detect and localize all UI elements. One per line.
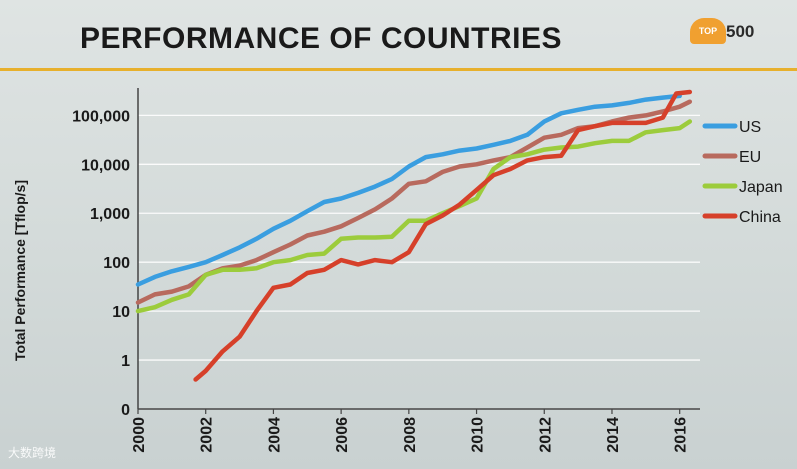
x-tick-label: 2002 — [199, 417, 216, 453]
x-tick-label: 2010 — [470, 417, 487, 453]
legend-label-us: US — [739, 119, 761, 136]
y-tick-label: 0 — [121, 402, 130, 419]
x-tick-label: 2006 — [334, 417, 351, 453]
x-tick-label: 2004 — [266, 417, 283, 453]
top500-logo: TOP 500 — [690, 12, 780, 48]
legend-label-japan: Japan — [739, 179, 783, 196]
series-line-japan — [135, 119, 693, 314]
legend-label-eu: EU — [739, 149, 761, 166]
watermark: 大数跨境 — [8, 446, 57, 460]
y-tick-label: 100 — [103, 255, 130, 272]
title-divider — [0, 68, 797, 71]
y-axis-title: Total Performance [Tflop/s] — [12, 180, 28, 361]
top500-logo-number: 500 — [726, 22, 755, 41]
x-tick-label: 2016 — [673, 417, 690, 453]
y-tick-label: 10 — [112, 304, 130, 321]
x-tick-label: 2008 — [402, 417, 419, 453]
x-tick-label: 2014 — [605, 417, 622, 453]
series-line-china — [193, 89, 693, 382]
y-tick-label: 10,000 — [81, 157, 130, 174]
y-tick-label: 1,000 — [90, 206, 130, 223]
y-tick-label: 100,000 — [72, 108, 130, 125]
x-tick-label: 2012 — [537, 417, 554, 453]
x-tick-label: 2000 — [131, 417, 148, 453]
slide-title: PERFORMANCE OF COUNTRIES — [80, 22, 563, 55]
legend-label-china: China — [739, 209, 781, 226]
y-tick-label: 1 — [121, 353, 130, 370]
series-line-us — [135, 93, 682, 287]
top500-logo-badge: TOP — [690, 18, 726, 44]
